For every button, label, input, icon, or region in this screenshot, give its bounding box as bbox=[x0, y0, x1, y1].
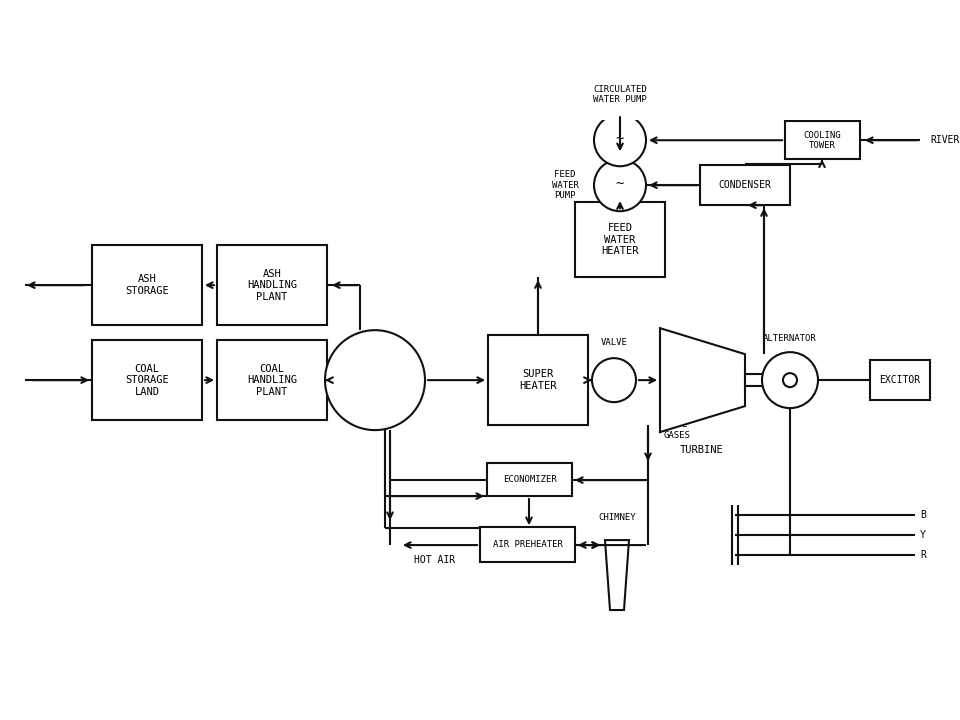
Bar bbox=[575, 202, 665, 277]
Bar bbox=[217, 340, 327, 420]
Circle shape bbox=[594, 114, 646, 166]
Text: Y: Y bbox=[920, 530, 925, 540]
Bar bbox=[217, 246, 327, 325]
Text: BOILER: BOILER bbox=[356, 375, 394, 385]
Text: FLUE
GASES: FLUE GASES bbox=[663, 420, 690, 440]
Text: COAL
HANDLING
PLANT: COAL HANDLING PLANT bbox=[247, 364, 297, 397]
Text: R: R bbox=[920, 550, 925, 560]
Text: FEED
WATER
HEATER: FEED WATER HEATER bbox=[601, 223, 638, 256]
Text: ASH
HANDLING
PLANT: ASH HANDLING PLANT bbox=[247, 269, 297, 302]
Bar bbox=[92, 340, 202, 420]
Text: COAL
STORAGE
LAND: COAL STORAGE LAND bbox=[125, 364, 169, 397]
Bar bbox=[92, 246, 202, 325]
Text: VALVE: VALVE bbox=[601, 338, 628, 346]
Circle shape bbox=[783, 373, 797, 387]
Circle shape bbox=[325, 330, 425, 430]
Bar bbox=[480, 527, 575, 562]
Bar bbox=[870, 360, 930, 400]
Bar bbox=[487, 463, 572, 496]
Text: HOT AIR: HOT AIR bbox=[415, 555, 456, 565]
Polygon shape bbox=[605, 540, 629, 610]
Text: CIRCULATED
WATER PUMP: CIRCULATED WATER PUMP bbox=[593, 84, 647, 104]
Bar bbox=[785, 121, 860, 159]
Circle shape bbox=[594, 159, 646, 211]
Text: PLANT: PLANT bbox=[15, 72, 117, 100]
Text: B: B bbox=[920, 510, 925, 520]
Text: CONDENSER: CONDENSER bbox=[719, 180, 772, 190]
Text: SUPER
HEATER: SUPER HEATER bbox=[519, 369, 557, 391]
Bar bbox=[488, 335, 588, 425]
Text: CHIMNEY: CHIMNEY bbox=[598, 513, 636, 521]
Text: ALTERNATOR: ALTERNATOR bbox=[763, 333, 817, 343]
Bar bbox=[700, 165, 790, 205]
Text: TURBINE: TURBINE bbox=[680, 445, 724, 455]
Text: BLOCK DIAGRAM OF THERMAL POWER: BLOCK DIAGRAM OF THERMAL POWER bbox=[15, 24, 611, 52]
Polygon shape bbox=[660, 328, 745, 432]
Text: FEED
WATER
PUMP: FEED WATER PUMP bbox=[552, 171, 579, 200]
Circle shape bbox=[592, 358, 636, 402]
Text: RIVER: RIVER bbox=[930, 135, 959, 145]
Text: AIR PREHEATER: AIR PREHEATER bbox=[492, 540, 563, 549]
Bar bbox=[745, 374, 763, 386]
Text: ASH
STORAGE: ASH STORAGE bbox=[125, 274, 169, 296]
Text: COOLING
TOWER: COOLING TOWER bbox=[804, 130, 841, 150]
Circle shape bbox=[762, 352, 818, 408]
Text: ~: ~ bbox=[615, 133, 624, 147]
Text: EXCITOR: EXCITOR bbox=[879, 375, 921, 385]
Text: ~: ~ bbox=[615, 179, 624, 192]
Text: ECONOMIZER: ECONOMIZER bbox=[503, 475, 557, 484]
